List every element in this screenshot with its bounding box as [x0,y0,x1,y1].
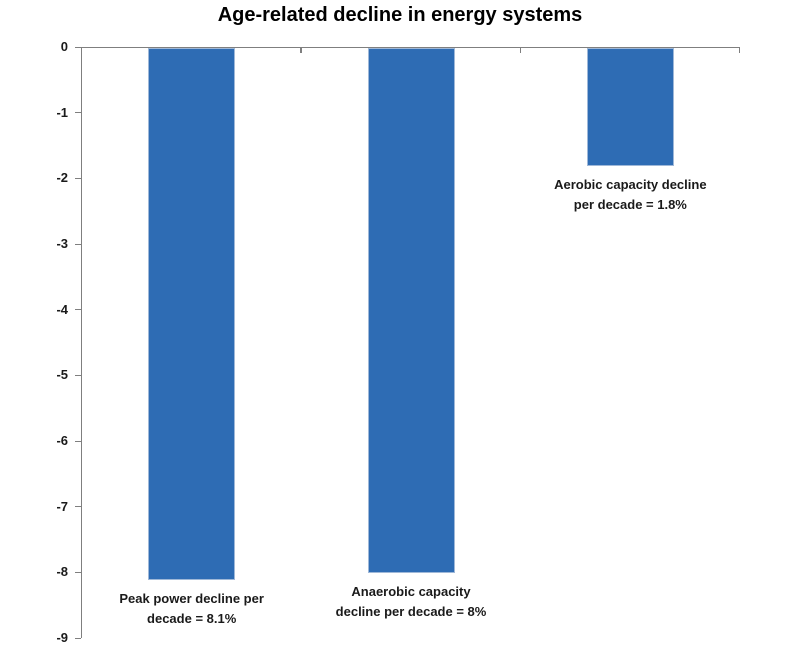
y-tick-label: -2 [56,170,68,186]
bar-peak-power [148,48,236,580]
y-tick [75,309,81,311]
category-tick [519,47,521,53]
x-axis-line [81,47,740,49]
y-tick [75,46,81,48]
y-tick [75,571,81,574]
category-tick [739,47,741,53]
bar-label-line: decade = 8.1% [147,610,237,626]
bar-label-line: Anaerobic capacity [351,584,471,600]
y-tick [75,440,81,442]
bar-label-peak-power: Peak power decline per decade = 8.1% [72,589,312,629]
y-tick-label: -8 [56,564,68,580]
bar-label-line: Peak power decline per [119,590,264,606]
y-tick-label: -5 [56,367,68,383]
bar-anaerobic-capacity [367,48,455,574]
y-tick [75,506,81,508]
y-tick [75,112,81,114]
y-tick-label: -9 [56,630,68,645]
bar-label-aerobic-capacity: Aerobic capacity decline per decade = 1.8… [510,175,750,215]
y-tick-label: -3 [56,236,68,251]
bar-aerobic-capacity [586,48,674,167]
bar-label-line: Aerobic capacity decline [554,177,707,193]
y-tick [75,637,81,639]
y-tick-label: 0 [60,39,68,54]
y-tick-label: -1 [56,104,68,120]
bar-label-line: decline per decade = 8% [335,604,487,620]
y-tick-label: -6 [56,433,68,448]
y-tick [75,374,81,377]
bar-label-line: per decade = 1.8% [573,197,687,213]
bar-label-anaerobic-capacity: Anaerobic capacity decline per decade = 8… [291,582,531,622]
y-tick-label: -4 [56,301,68,317]
y-tick [75,177,81,180]
chart-title: Age-related decline in energy systems [217,4,583,26]
y-tick [75,243,81,245]
y-tick-label: -7 [56,498,68,514]
y-axis-line [81,47,83,638]
category-tick [300,47,302,53]
